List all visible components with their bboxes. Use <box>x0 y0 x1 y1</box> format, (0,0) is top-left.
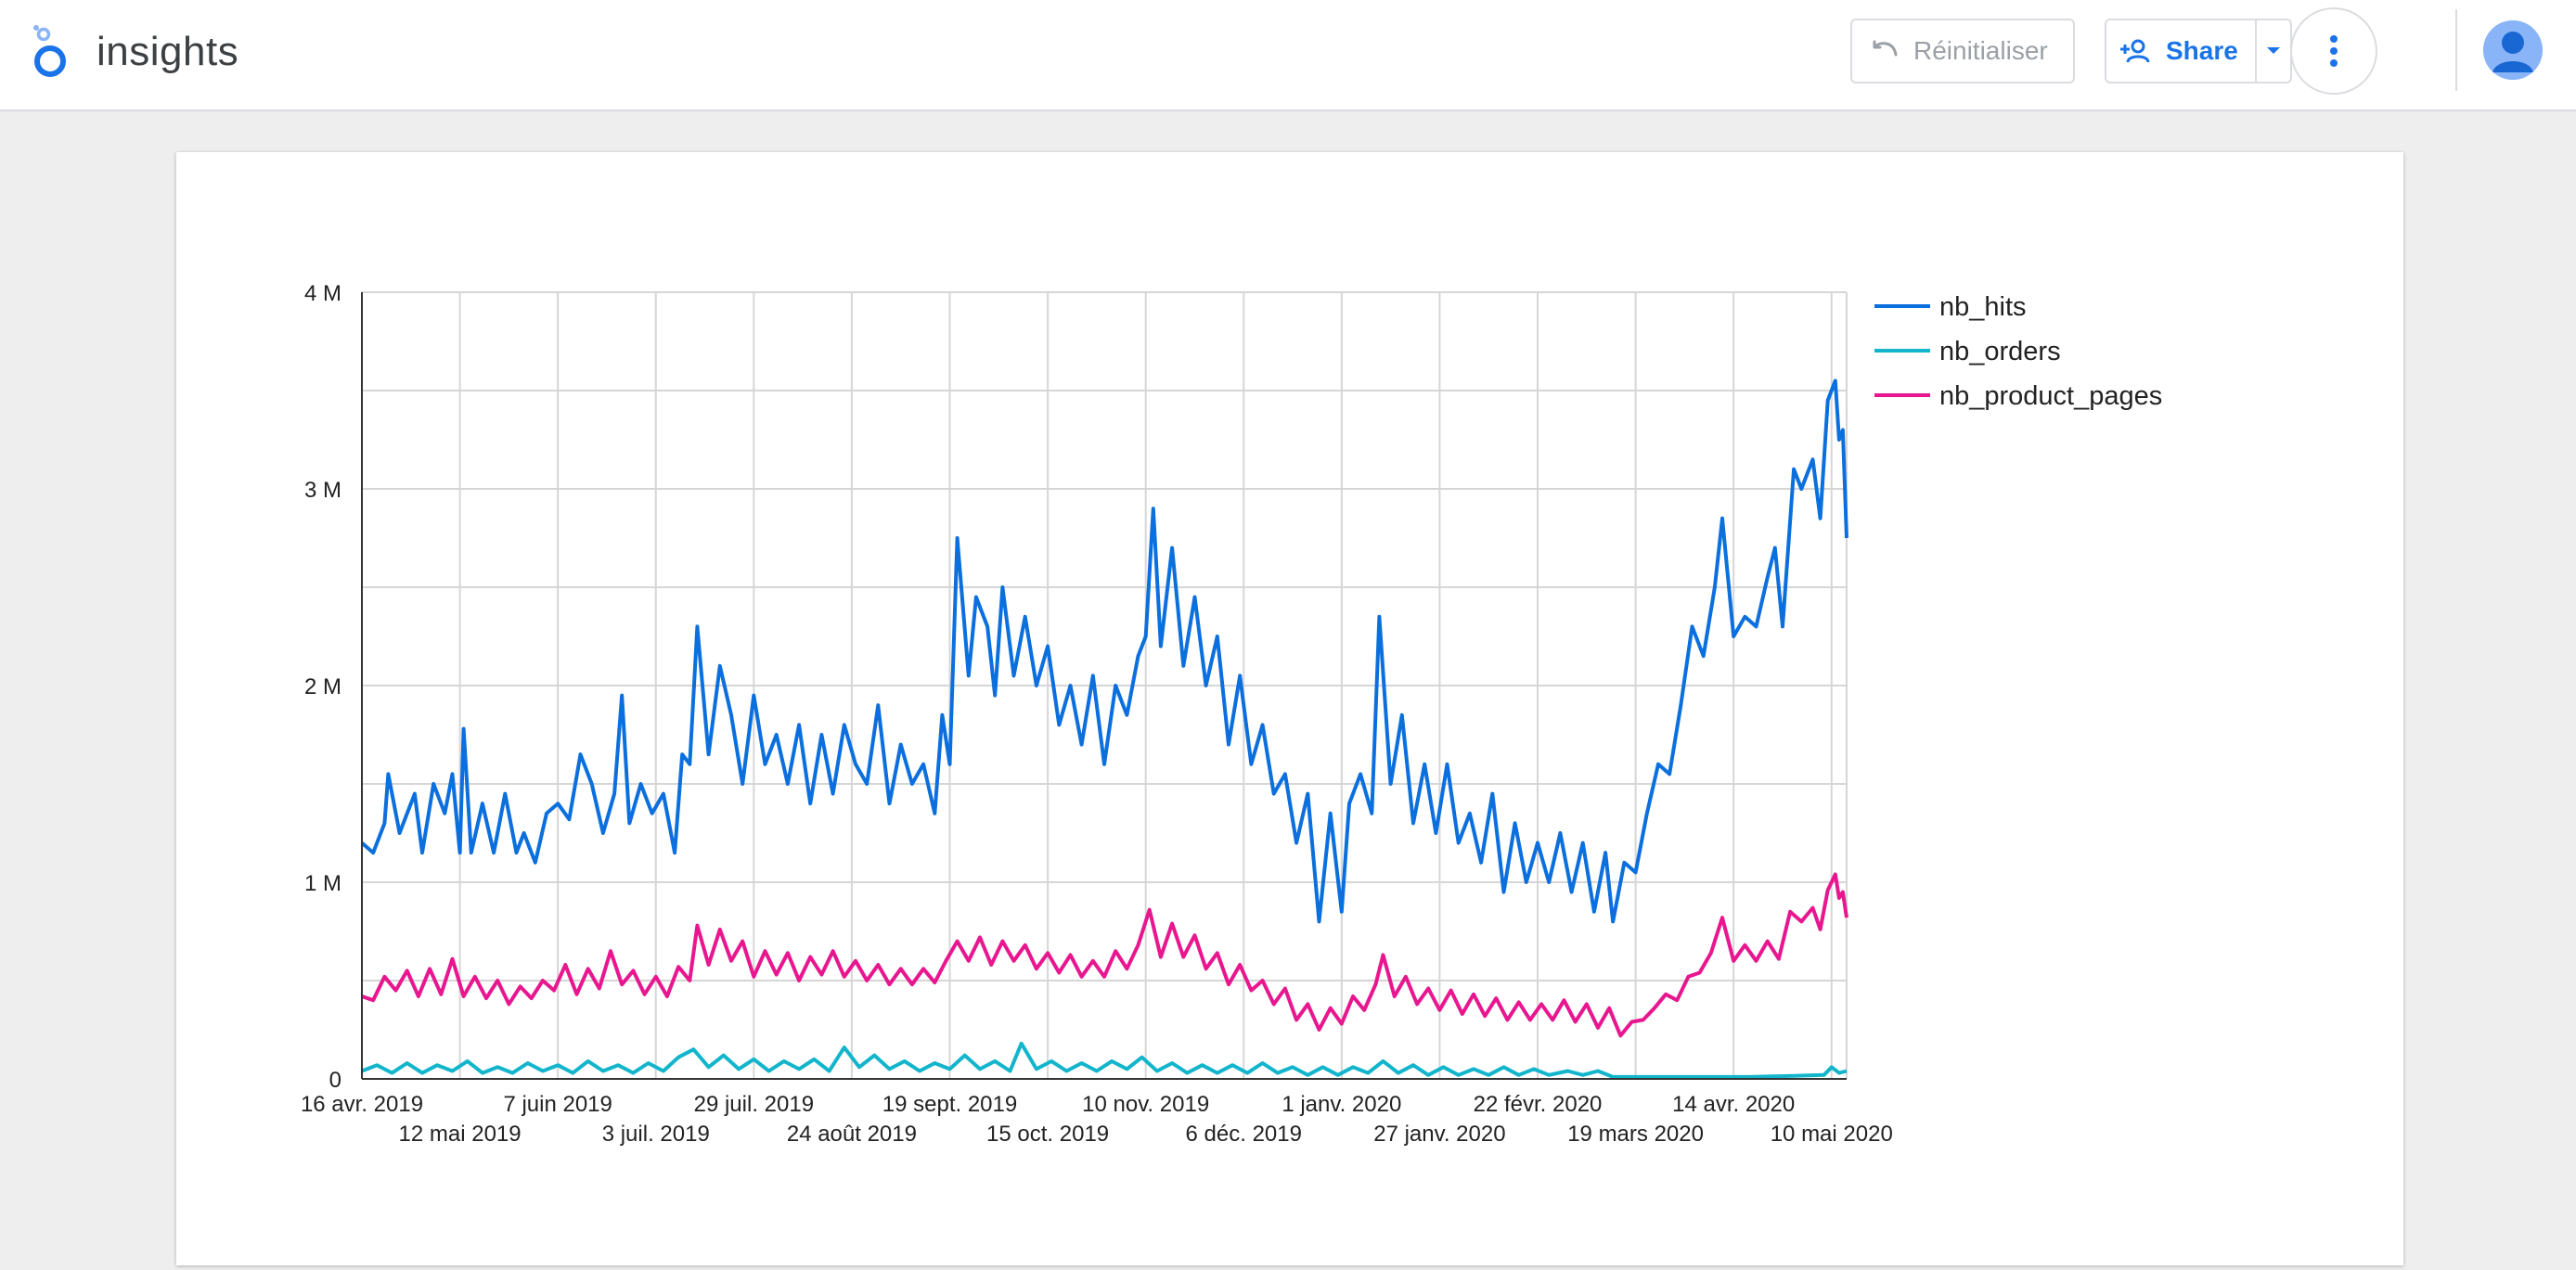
share-button-group: Share <box>2105 19 2292 83</box>
legend-item-nb_orders[interactable]: nb_orders <box>1874 337 2061 366</box>
x-tick-label: 14 avr. 2020 <box>1672 1092 1795 1117</box>
x-tick-label: 19 sept. 2019 <box>882 1092 1017 1117</box>
x-tick-label: 10 mai 2020 <box>1771 1122 1893 1147</box>
reset-button[interactable]: Réinitialiser <box>1850 19 2075 83</box>
y-tick-label: 3 M <box>304 478 341 503</box>
legend-label: nb_orders <box>1939 337 2061 366</box>
chart-legend[interactable]: nb_hits nb_orders nb_product_pages <box>1874 292 2162 411</box>
header-divider <box>2455 9 2457 91</box>
more-vert-icon <box>2330 35 2338 67</box>
time-series-chart[interactable]: 0 1 M 2 M 3 M 4 M 16 avr. 2019 12 mai 2019 7 ju… <box>176 152 2403 1265</box>
series-line-nb_hits <box>360 378 1848 924</box>
person-add-icon <box>2120 39 2150 63</box>
x-tick-label: 15 oct. 2019 <box>986 1122 1109 1147</box>
caret-down-icon <box>2267 47 2280 54</box>
undo-icon <box>1873 40 1898 57</box>
more-options-button[interactable] <box>2290 7 2377 95</box>
legend-label: nb_hits <box>1939 292 2027 322</box>
legend-item-nb_product_pages[interactable]: nb_product_pages <box>1874 381 2162 411</box>
chart-series <box>360 378 1848 1079</box>
y-tick-label: 2 M <box>304 674 341 699</box>
series-line-nb_product_pages <box>361 872 1848 1038</box>
y-tick-label: 0 <box>329 1068 341 1093</box>
x-tick-label: 10 nov. 2019 <box>1082 1092 1209 1117</box>
x-tick-label: 22 févr. 2020 <box>1474 1092 1603 1117</box>
x-tick-label: 19 mars 2020 <box>1567 1122 1704 1147</box>
x-tick-label: 6 déc. 2019 <box>1186 1122 1302 1147</box>
reset-button-label: Réinitialiser <box>1913 36 2048 65</box>
app-header: insights Réinitialiser Share <box>0 0 2576 111</box>
chart-axes: 0 1 M 2 M 3 M 4 M 16 avr. 2019 12 mai 2019 7 ju… <box>301 281 1893 1147</box>
x-tick-label: 24 août 2019 <box>787 1122 917 1147</box>
series-line-nb_orders <box>361 1041 1848 1079</box>
share-button-label: Share <box>2166 36 2238 65</box>
x-tick-label: 7 juin 2019 <box>503 1092 612 1117</box>
chart-gridlines <box>361 291 1848 1080</box>
legend-label: nb_product_pages <box>1939 381 2162 411</box>
share-button[interactable]: Share <box>2106 20 2257 82</box>
report-page: 0 1 M 2 M 3 M 4 M 16 avr. 2019 12 mai 2019 7 ju… <box>176 152 2403 1265</box>
y-tick-label: 4 M <box>304 281 341 306</box>
report-title[interactable]: insights <box>97 29 239 74</box>
x-tick-label: 3 juil. 2019 <box>602 1122 710 1147</box>
legend-item-nb_hits[interactable]: nb_hits <box>1874 292 2027 322</box>
share-dropdown-button[interactable] <box>2257 20 2290 82</box>
insights-logo-icon[interactable] <box>32 24 69 78</box>
y-tick-label: 1 M <box>304 871 341 896</box>
x-tick-label: 1 janv. 2020 <box>1282 1092 1401 1117</box>
x-tick-label: 16 avr. 2019 <box>301 1092 423 1117</box>
x-tick-label: 12 mai 2019 <box>399 1122 522 1147</box>
x-tick-label: 27 janv. 2020 <box>1373 1122 1505 1147</box>
account-avatar[interactable] <box>2483 20 2543 80</box>
x-tick-label: 29 juil. 2019 <box>694 1092 814 1117</box>
account-circle-icon <box>2483 20 2543 80</box>
